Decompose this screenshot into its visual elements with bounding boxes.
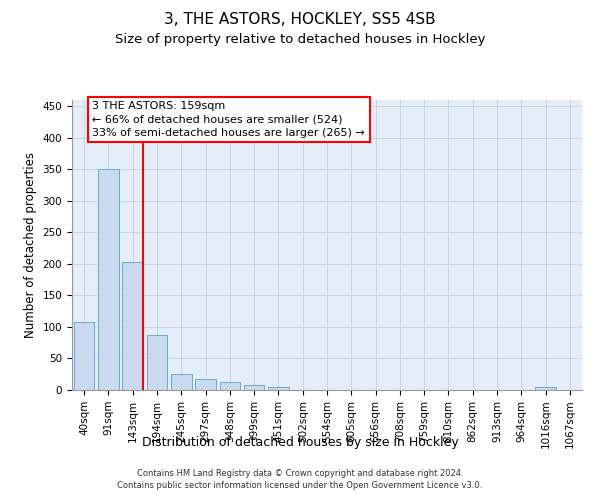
- Bar: [268, 387, 289, 390]
- Text: 3 THE ASTORS: 159sqm
← 66% of detached houses are smaller (524)
33% of semi-deta: 3 THE ASTORS: 159sqm ← 66% of detached h…: [92, 102, 365, 138]
- Bar: [98, 170, 119, 390]
- Text: Contains HM Land Registry data © Crown copyright and database right 2024.: Contains HM Land Registry data © Crown c…: [137, 468, 463, 477]
- Bar: [195, 378, 216, 390]
- Y-axis label: Number of detached properties: Number of detached properties: [24, 152, 37, 338]
- Bar: [244, 385, 265, 390]
- Text: Contains public sector information licensed under the Open Government Licence v3: Contains public sector information licen…: [118, 481, 482, 490]
- Bar: [171, 374, 191, 390]
- Bar: [146, 334, 167, 390]
- Bar: [122, 262, 143, 390]
- Bar: [220, 382, 240, 390]
- Text: Size of property relative to detached houses in Hockley: Size of property relative to detached ho…: [115, 32, 485, 46]
- Bar: [74, 322, 94, 390]
- Bar: [535, 388, 556, 390]
- Text: Distribution of detached houses by size in Hockley: Distribution of detached houses by size …: [142, 436, 458, 449]
- Text: 3, THE ASTORS, HOCKLEY, SS5 4SB: 3, THE ASTORS, HOCKLEY, SS5 4SB: [164, 12, 436, 28]
